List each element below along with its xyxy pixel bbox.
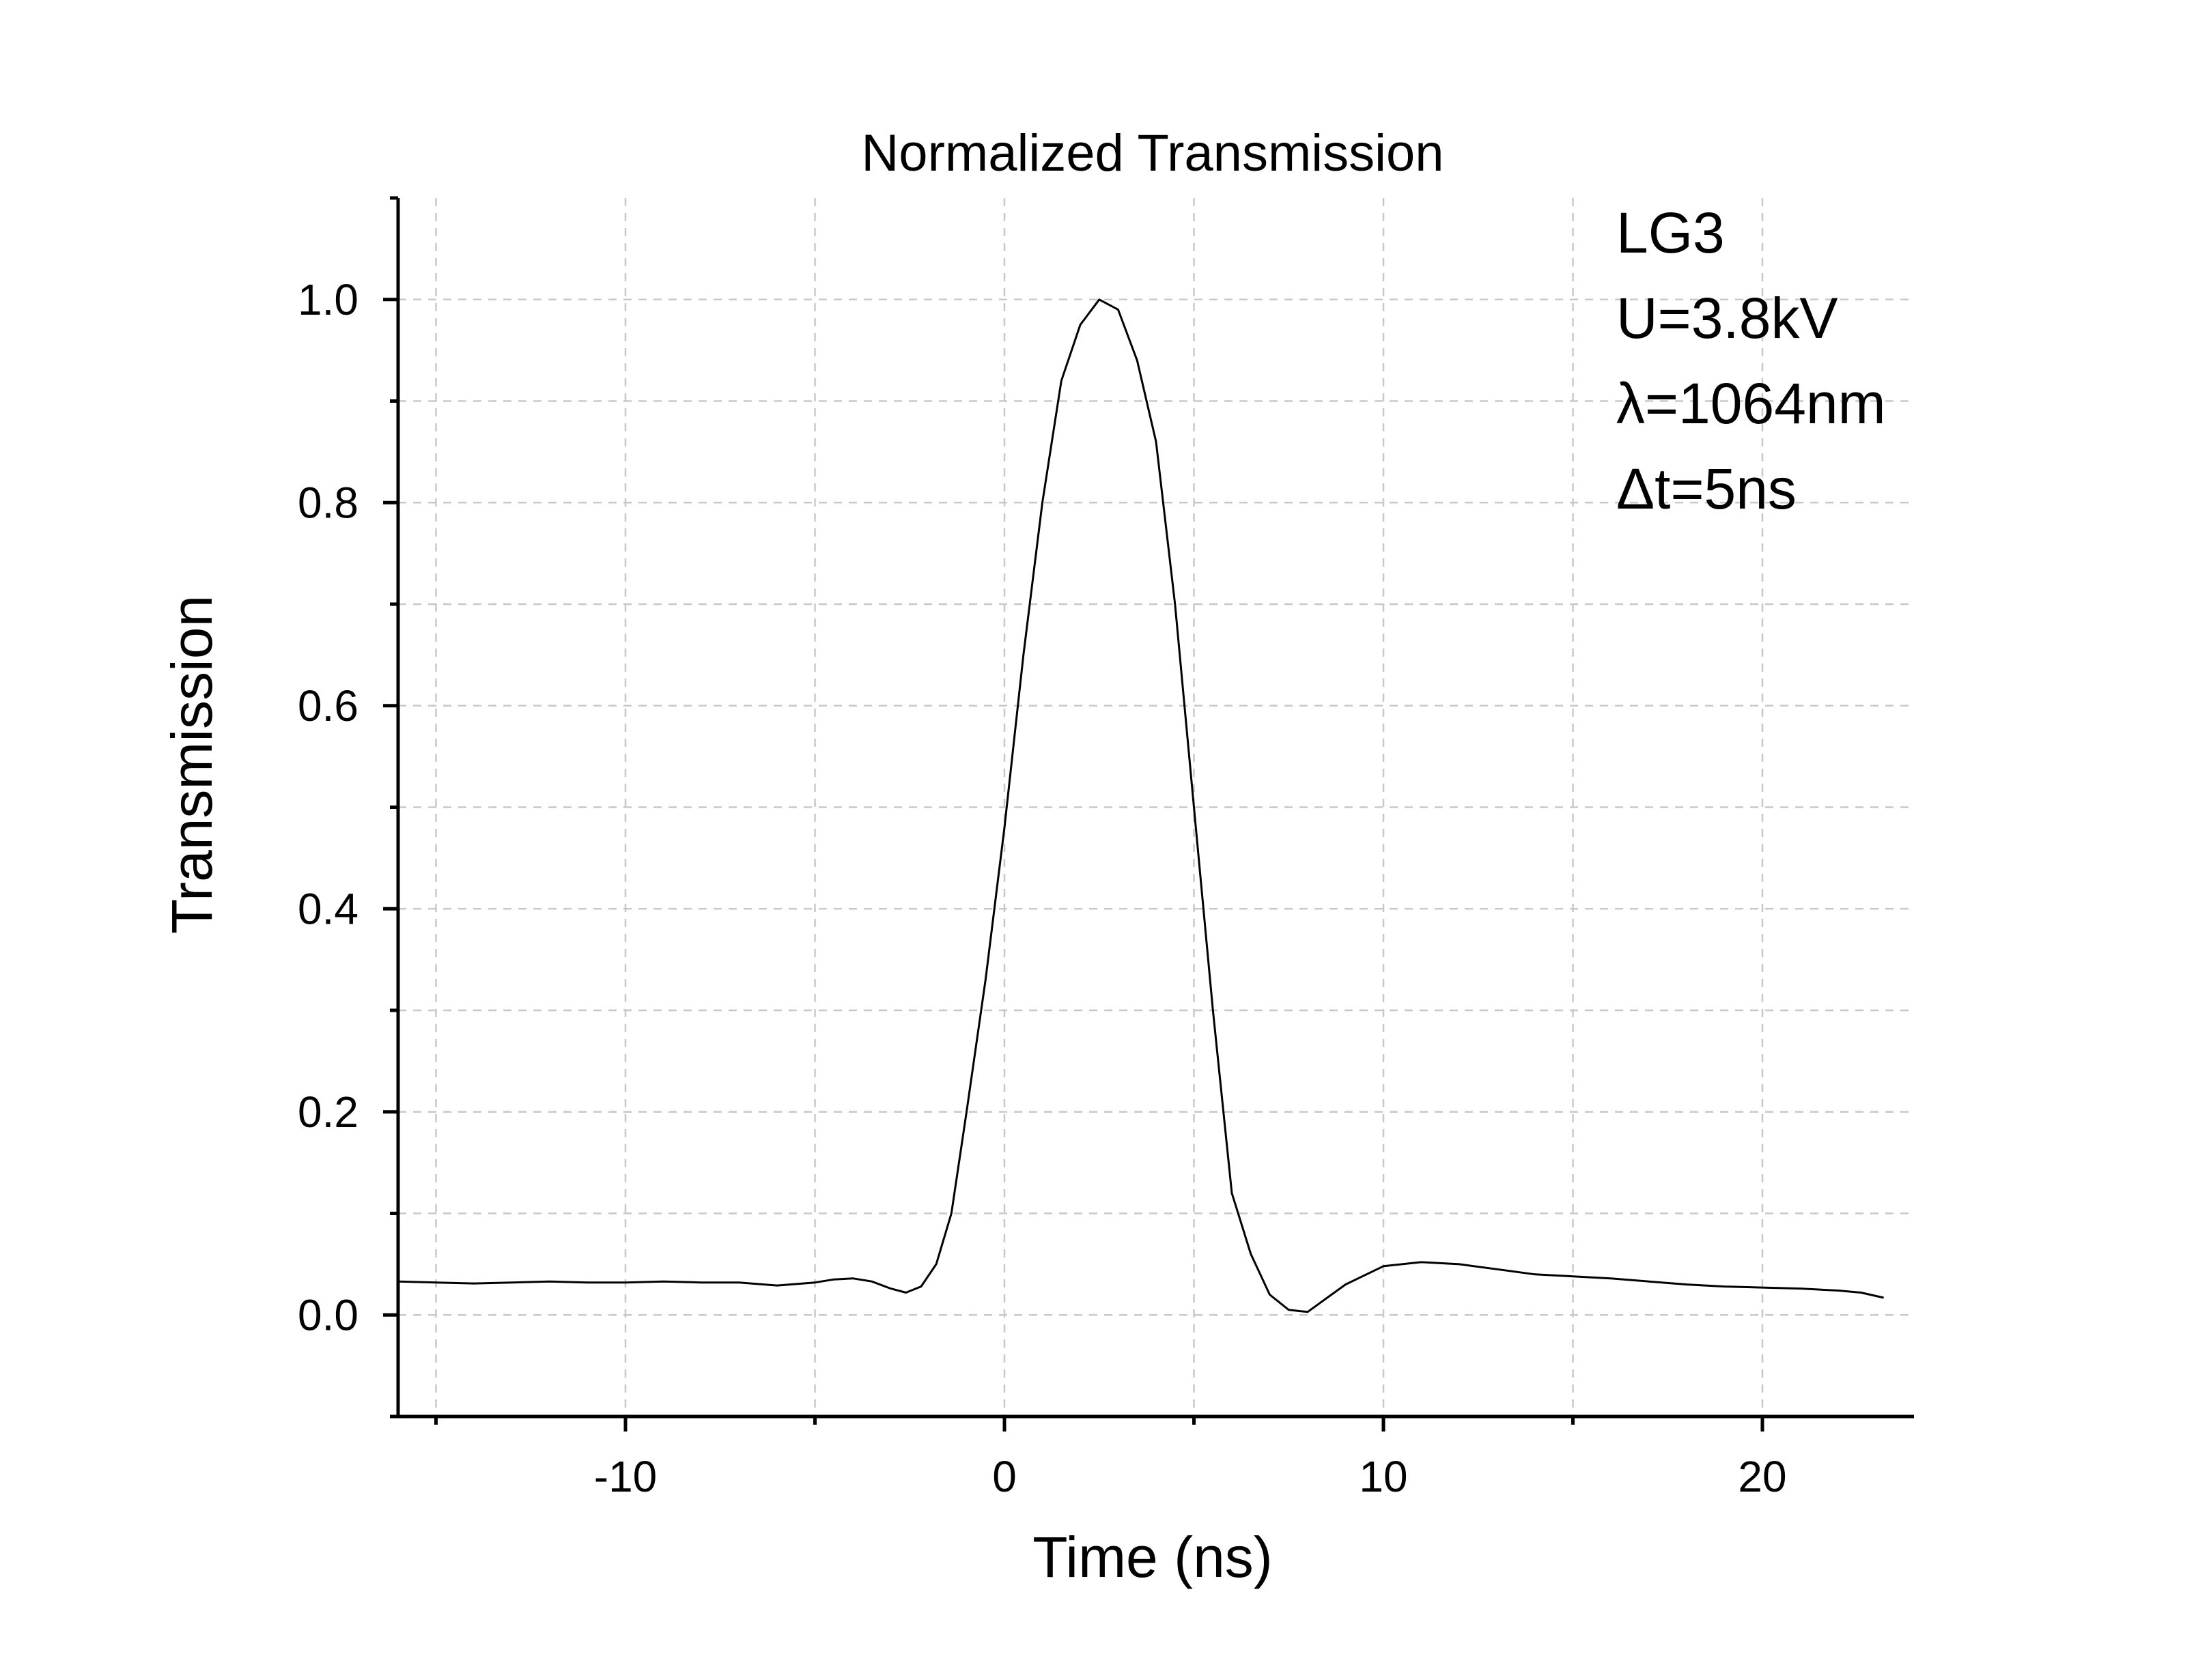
y-tick-label: 0.6 bbox=[298, 681, 358, 730]
y-tick-label: 0.8 bbox=[298, 478, 358, 527]
y-tick-label: 0.0 bbox=[298, 1290, 358, 1339]
annotation-line: U=3.8kV bbox=[1616, 286, 1838, 350]
annotation-line: LG3 bbox=[1616, 201, 1725, 265]
chart-title: Normalized Transmission bbox=[861, 124, 1444, 182]
x-tick-label: 0 bbox=[992, 1452, 1017, 1501]
annotation-line: λ=1064nm bbox=[1616, 371, 1886, 436]
x-axis-label: Time (ns) bbox=[1032, 1525, 1273, 1589]
x-tick-label: -10 bbox=[594, 1452, 658, 1501]
ticks: 0.0 0.2 0.4 0.6 0.8 1.0 -10 0 10 20 bbox=[298, 196, 1787, 1501]
annotation-block: LG3 U=3.8kV λ=1064nm Δt=5ns bbox=[1616, 201, 1886, 521]
y-tick-label: 0.4 bbox=[298, 884, 358, 933]
x-tick-label: 20 bbox=[1738, 1452, 1786, 1501]
y-tick-label: 1.0 bbox=[298, 275, 358, 324]
series bbox=[397, 298, 1884, 1313]
grid bbox=[398, 198, 1914, 1416]
y-tick-label: 0.2 bbox=[298, 1087, 358, 1137]
x-tick-label: 10 bbox=[1359, 1452, 1407, 1501]
y-axis-label: Transmission bbox=[160, 595, 224, 934]
annotation-line: Δt=5ns bbox=[1616, 457, 1797, 521]
transmission-curve bbox=[397, 298, 1884, 1313]
